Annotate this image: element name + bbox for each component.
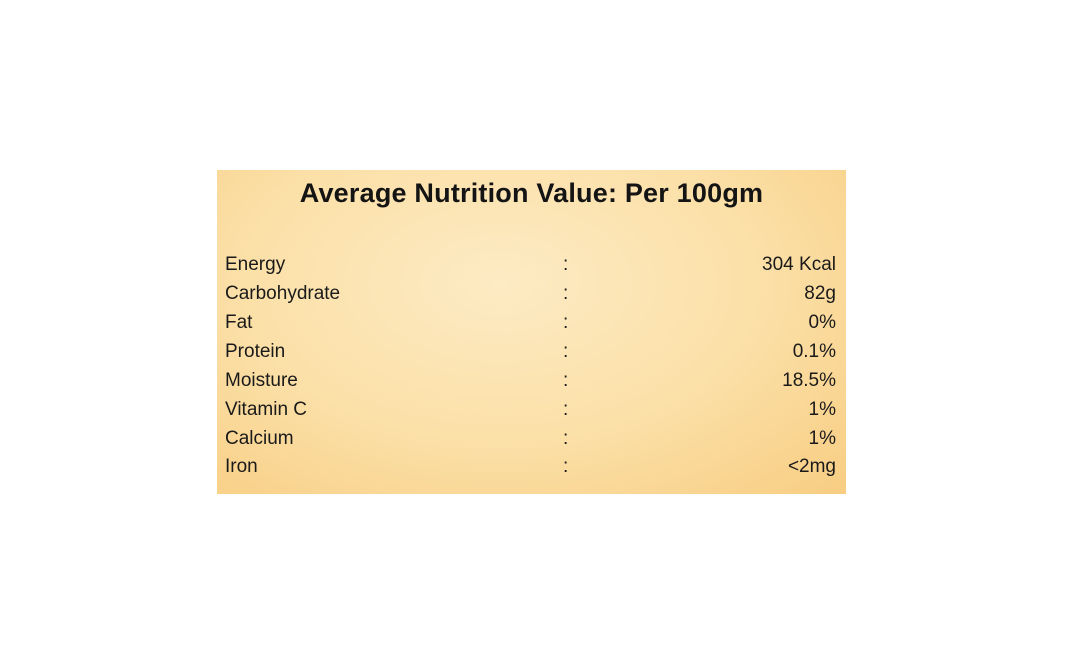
nutrient-row-energy: Energy : 304 Kcal xyxy=(217,254,846,282)
nutrient-value: 0% xyxy=(808,312,836,333)
nutrient-name: Vitamin C xyxy=(225,399,308,420)
nutrient-row-moisture: Moisture : 18.5% xyxy=(217,370,846,398)
nutrient-row-calcium: Calcium : 1% xyxy=(217,428,846,456)
separator-colon: : xyxy=(563,399,569,420)
nutrient-value: 18.5% xyxy=(782,370,836,391)
nutrient-name: Calcium xyxy=(225,428,294,449)
nutrient-name: Iron xyxy=(225,456,258,477)
nutrient-row-carbohydrate: Carbohydrate : 82g xyxy=(217,283,846,311)
separator-colon: : xyxy=(563,428,569,449)
nutrient-value: 0.1% xyxy=(792,341,836,362)
separator-colon: : xyxy=(563,370,569,391)
nutrient-row-vitamin-c: Vitamin C : 1% xyxy=(217,399,846,427)
nutrient-row-fat: Fat : 0% xyxy=(217,312,846,340)
nutrient-name: Fat xyxy=(225,312,253,333)
nutrient-name: Carbohydrate xyxy=(225,283,341,304)
separator-colon: : xyxy=(563,341,569,362)
nutrient-value: 1% xyxy=(808,428,836,449)
separator-colon: : xyxy=(563,283,569,304)
nutrition-label: Average Nutrition Value: Per 100gm Energ… xyxy=(217,170,846,494)
nutrition-title: Average Nutrition Value: Per 100gm xyxy=(299,178,764,208)
separator-colon: : xyxy=(563,456,569,477)
nutrient-name: Energy xyxy=(225,254,286,275)
separator-colon: : xyxy=(563,254,569,275)
nutrient-value: 82g xyxy=(804,283,836,304)
nutrient-name: Moisture xyxy=(225,370,298,391)
nutrient-value: 1% xyxy=(808,399,836,420)
nutrient-value: <2mg xyxy=(787,456,836,477)
nutrient-row-iron: Iron : <2mg xyxy=(217,456,846,484)
nutrient-row-protein: Protein : 0.1% xyxy=(217,341,846,369)
nutrient-value: 304 Kcal xyxy=(762,254,836,275)
nutrient-name: Protein xyxy=(225,341,286,362)
separator-colon: : xyxy=(563,312,569,333)
